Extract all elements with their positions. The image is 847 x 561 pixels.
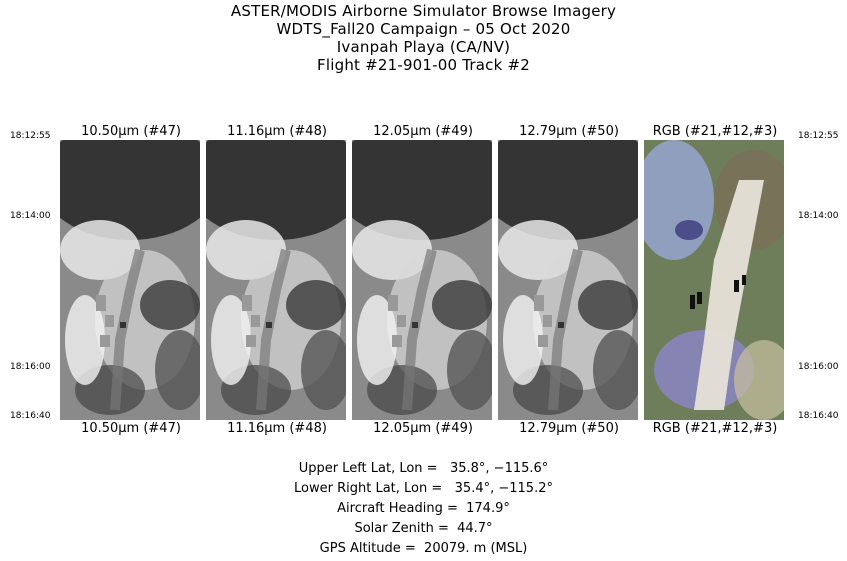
band-label-top-rgb: RGB (#21,#12,#3) bbox=[652, 124, 778, 139]
time-right-2: 18:14:00 bbox=[798, 211, 839, 221]
band-label-bottom-50: 12.79µm (#50) bbox=[519, 421, 619, 436]
time-right-4: 18:16:40 bbox=[798, 411, 839, 421]
time-left-1: 18:12:55 bbox=[10, 131, 51, 141]
image-title: ASTER/MODIS Airborne Simulator Browse Im… bbox=[0, 2, 847, 74]
thermal-image-band-50 bbox=[498, 140, 638, 420]
flight-info: Upper Left Lat, Lon = 35.8°, −115.6° Low… bbox=[0, 459, 847, 559]
band-label-bottom-49: 12.05µm (#49) bbox=[373, 421, 473, 436]
gps-altitude: GPS Altitude = 20079. m (MSL) bbox=[319, 541, 528, 556]
upper-left-latlon: Upper Left Lat, Lon = 35.8°, −115.6° bbox=[298, 461, 549, 476]
band-label-bottom-47: 10.50µm (#47) bbox=[81, 421, 181, 436]
title-line-2: WDTS_Fall20 Campaign – 05 Oct 2020 bbox=[276, 20, 571, 38]
title-line-1: ASTER/MODIS Airborne Simulator Browse Im… bbox=[230, 2, 617, 20]
title-line-4: Flight #21-901-00 Track #2 bbox=[317, 56, 530, 74]
thermal-image-band-48 bbox=[206, 140, 346, 420]
title-line-3: Ivanpah Playa (CA/NV) bbox=[336, 38, 511, 56]
time-left-2: 18:14:00 bbox=[10, 211, 51, 221]
solar-zenith: Solar Zenith = 44.7° bbox=[354, 521, 493, 536]
rgb-image bbox=[644, 140, 784, 420]
band-label-top-47: 10.50µm (#47) bbox=[81, 124, 181, 139]
band-label-bottom-rgb: RGB (#21,#12,#3) bbox=[652, 421, 778, 436]
aircraft-heading: Aircraft Heading = 174.9° bbox=[337, 501, 510, 516]
band-label-top-50: 12.79µm (#50) bbox=[519, 124, 619, 139]
thermal-image-band-47 bbox=[60, 140, 200, 420]
time-right-1: 18:12:55 bbox=[798, 131, 839, 141]
time-left-4: 18:16:40 bbox=[10, 411, 51, 421]
band-label-top-48: 11.16µm (#48) bbox=[227, 124, 327, 139]
thermal-image-band-49 bbox=[352, 140, 492, 420]
lower-right-latlon: Lower Right Lat, Lon = 35.4°, −115.2° bbox=[294, 481, 553, 496]
time-right-3: 18:16:00 bbox=[798, 362, 839, 372]
band-label-bottom-48: 11.16µm (#48) bbox=[227, 421, 327, 436]
band-label-top-49: 12.05µm (#49) bbox=[373, 124, 473, 139]
time-left-3: 18:16:00 bbox=[10, 362, 51, 372]
